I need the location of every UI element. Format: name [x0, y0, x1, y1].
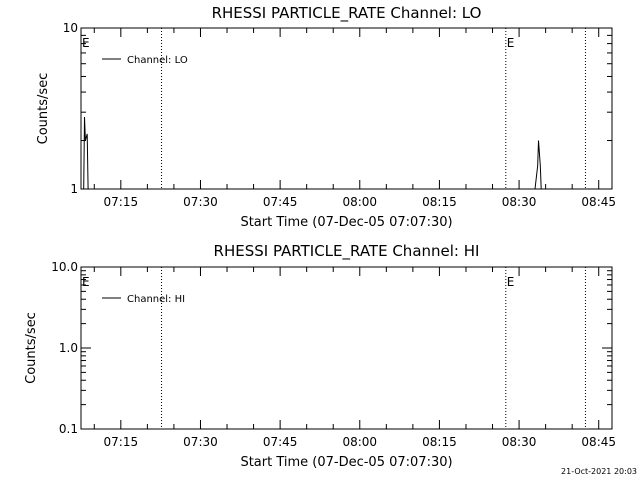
- panel1-y-tick-label: 10: [63, 21, 78, 35]
- plot-timestamp: 21-Oct-2021 20:03: [561, 467, 637, 476]
- panel1-x-tick-label: 08:15: [422, 195, 457, 209]
- panel1-corner-event-label: E: [82, 36, 90, 50]
- panel1-x-tick-label: 07:15: [104, 195, 139, 209]
- panel2-legend-label: Channel: HI: [127, 294, 185, 305]
- panel2-x-tick-label: 07:45: [263, 435, 298, 449]
- panel2-y-axis-label: Counts/sec: [24, 312, 39, 384]
- panel2-y-tick-label: 1.0: [59, 341, 78, 355]
- panel1-x-tick-label: 08:45: [581, 195, 616, 209]
- panel1-y-tick-label: 1: [70, 182, 78, 196]
- panel1-x-tick-label: 08:30: [502, 195, 537, 209]
- panel1-x-tick-label: 07:45: [263, 195, 298, 209]
- panel1-event-marker-label: E: [507, 36, 515, 50]
- panel1-data-series-line: [81, 116, 542, 190]
- panel1-x-tick-label: 08:00: [342, 195, 377, 209]
- panel2-x-tick-label: 08:00: [342, 435, 377, 449]
- panel1-x-axis-label: Start Time (07-Dec-05 07:07:30): [240, 215, 452, 230]
- panel1-legend-label: Channel: LO: [127, 55, 188, 66]
- panel2-x-tick-label: 07:15: [104, 435, 139, 449]
- panel1-chart-title: RHESSI PARTICLE_RATE Channel: LO: [212, 4, 482, 23]
- panel2-corner-event-label: E: [82, 275, 90, 289]
- panel2-y-tick-label: 10.0: [51, 260, 78, 274]
- panel2-event-marker-label: E: [507, 275, 515, 289]
- panel1-plot-frame: [80, 27, 613, 190]
- panel2-y-tick-label: 0.1: [59, 422, 78, 436]
- panel2-x-axis-label: Start Time (07-Dec-05 07:07:30): [240, 455, 452, 470]
- panel2-plot-frame: [80, 266, 613, 430]
- panel2-x-tick-label: 08:15: [422, 435, 457, 449]
- panel1-x-tick-label: 07:30: [183, 195, 218, 209]
- panel2-chart-title: RHESSI PARTICLE_RATE Channel: HI: [214, 242, 480, 261]
- panel2-x-tick-label: 08:30: [502, 435, 537, 449]
- panel1-y-axis-label: Counts/sec: [36, 73, 51, 145]
- panel2-x-tick-label: 07:30: [183, 435, 218, 449]
- panel2-x-tick-label: 08:45: [581, 435, 616, 449]
